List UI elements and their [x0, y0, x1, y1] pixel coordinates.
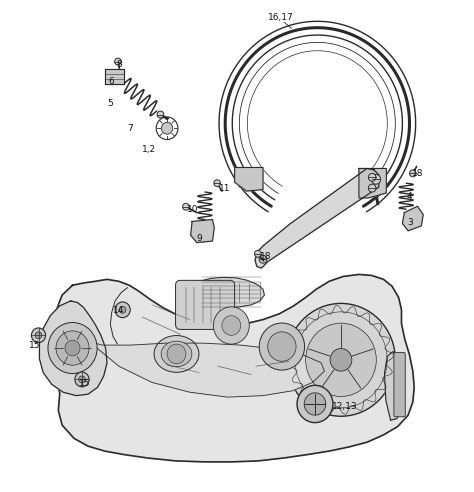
- Circle shape: [297, 385, 333, 423]
- Ellipse shape: [154, 336, 199, 372]
- Text: 4: 4: [406, 192, 412, 201]
- Circle shape: [161, 123, 173, 134]
- Text: 8: 8: [117, 60, 122, 69]
- Polygon shape: [384, 351, 403, 420]
- Circle shape: [259, 255, 267, 263]
- Text: 10: 10: [187, 205, 199, 214]
- Text: 6: 6: [109, 77, 114, 86]
- Circle shape: [119, 307, 126, 313]
- Circle shape: [75, 372, 89, 387]
- Circle shape: [255, 250, 261, 257]
- Circle shape: [213, 307, 249, 344]
- Circle shape: [182, 203, 189, 210]
- Circle shape: [115, 58, 121, 65]
- Polygon shape: [195, 277, 264, 308]
- FancyBboxPatch shape: [175, 280, 235, 330]
- Circle shape: [222, 316, 241, 335]
- Circle shape: [157, 111, 164, 118]
- Text: 15: 15: [29, 340, 41, 350]
- Circle shape: [214, 180, 220, 186]
- Circle shape: [368, 173, 376, 181]
- Circle shape: [368, 184, 376, 192]
- Circle shape: [48, 323, 97, 373]
- Polygon shape: [402, 206, 423, 231]
- Circle shape: [330, 348, 352, 371]
- Text: 7: 7: [128, 124, 133, 133]
- Circle shape: [259, 323, 305, 370]
- Polygon shape: [85, 339, 324, 397]
- Text: 18: 18: [412, 169, 423, 178]
- FancyBboxPatch shape: [394, 352, 405, 417]
- Text: 15: 15: [79, 379, 90, 388]
- Circle shape: [287, 304, 395, 416]
- Circle shape: [306, 323, 376, 397]
- Polygon shape: [235, 167, 263, 191]
- Text: 1,2: 1,2: [142, 145, 155, 154]
- Circle shape: [304, 393, 326, 415]
- Circle shape: [371, 174, 381, 184]
- Polygon shape: [255, 168, 379, 268]
- Text: 14: 14: [113, 306, 125, 315]
- Text: 9: 9: [197, 234, 202, 243]
- Circle shape: [410, 170, 416, 177]
- Circle shape: [115, 302, 130, 318]
- Circle shape: [268, 332, 296, 361]
- Polygon shape: [191, 219, 214, 243]
- Circle shape: [65, 340, 80, 356]
- Circle shape: [56, 331, 89, 365]
- Circle shape: [31, 328, 46, 342]
- Ellipse shape: [161, 341, 192, 367]
- Text: 11: 11: [219, 184, 230, 192]
- Circle shape: [35, 332, 42, 338]
- Polygon shape: [105, 69, 124, 84]
- Text: 5: 5: [107, 99, 113, 108]
- Polygon shape: [48, 275, 414, 462]
- Text: 18: 18: [260, 252, 271, 261]
- Text: 3: 3: [407, 218, 413, 227]
- Circle shape: [167, 344, 186, 364]
- Polygon shape: [359, 168, 386, 198]
- Circle shape: [79, 376, 85, 383]
- Text: 12,13: 12,13: [331, 402, 357, 411]
- Polygon shape: [39, 301, 107, 396]
- Text: 16,17: 16,17: [268, 13, 293, 22]
